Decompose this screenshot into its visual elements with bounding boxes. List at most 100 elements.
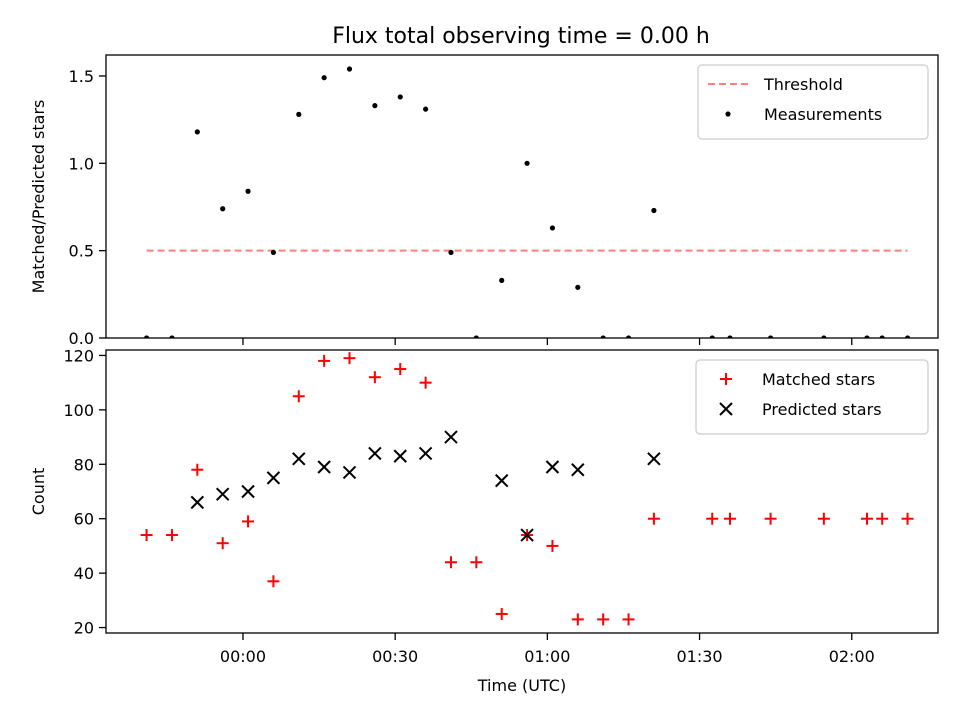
plot-area — [140, 352, 914, 626]
matched-star-point — [292, 390, 305, 403]
matched-star-point — [242, 515, 255, 528]
matched-star-point — [368, 371, 381, 384]
predicted-star-point — [317, 460, 331, 474]
matched-star-point — [419, 376, 432, 389]
y-tick-label: 0.0 — [69, 329, 94, 348]
marker-stroke — [495, 473, 509, 488]
predicted-star-point — [368, 446, 382, 461]
predicted-star-point — [342, 465, 357, 480]
matched-star-point — [470, 556, 483, 569]
measurement-point — [448, 249, 454, 256]
marker-stroke — [317, 460, 331, 474]
matched-star-point — [444, 556, 457, 569]
measurement-point — [423, 106, 429, 112]
matched-star-point — [817, 512, 830, 525]
marker-stroke — [393, 449, 407, 463]
predicted-star-point — [545, 460, 560, 474]
matched-star-point — [191, 463, 204, 476]
y-tick-label: 120 — [63, 346, 94, 365]
marker-stroke — [190, 495, 205, 510]
matched-star-point — [546, 539, 559, 552]
measurement-point — [524, 160, 530, 166]
y-tick-label: 20 — [74, 619, 94, 638]
measurement-point — [346, 66, 353, 72]
x-tick-label: 00:30 — [372, 647, 418, 666]
predicted-star-point — [495, 473, 509, 488]
marker-stroke — [545, 460, 560, 474]
measurement-point — [194, 129, 200, 135]
matched-star-point — [901, 512, 914, 525]
legend-measurements: Measurements — [725, 105, 882, 124]
x-tick-label: 00:00 — [220, 647, 266, 666]
matched-star-point — [495, 607, 508, 620]
measurement-point — [499, 277, 505, 283]
matched-star-point — [394, 363, 407, 376]
predicted-star-point — [520, 528, 534, 542]
legend-swatch — [719, 402, 733, 416]
marker-stroke — [368, 446, 382, 461]
y-tick-label: 40 — [74, 564, 94, 583]
matched-star-point — [706, 512, 719, 525]
x-tick-label: 01:30 — [677, 647, 723, 666]
measurement-point — [270, 249, 277, 256]
measurement-point — [220, 206, 226, 212]
measurement-point — [651, 207, 657, 214]
marker-stroke — [342, 465, 357, 480]
y-tick-label: 100 — [63, 401, 94, 420]
predicted-star-point — [190, 495, 205, 510]
plot-area — [143, 66, 911, 338]
y-tick-label: 1.0 — [69, 154, 94, 173]
matched-star-point — [860, 512, 873, 525]
predicted-star-point — [647, 452, 661, 466]
matched-star-point — [267, 575, 280, 588]
y-tick-label: 1.5 — [69, 67, 94, 86]
predicted-star-point — [241, 484, 255, 499]
marker-stroke — [444, 430, 458, 444]
matched-star-point — [724, 512, 736, 525]
marker-stroke — [266, 471, 281, 485]
x-axis-label: Time (UTC) — [477, 676, 566, 695]
marker-stroke — [520, 528, 534, 542]
marker-stroke — [292, 452, 306, 466]
marker-stroke — [215, 487, 230, 501]
predicted-star-point — [215, 487, 230, 501]
matched-star-point — [140, 529, 153, 542]
matched-star-point — [597, 613, 610, 626]
figure-title: Flux total observing time = 0.00 h — [332, 24, 710, 49]
matched-star-point — [216, 537, 229, 550]
marker-stroke — [418, 446, 433, 461]
legend-label: Predicted stars — [762, 400, 882, 419]
predicted-star-point — [571, 463, 585, 477]
y-tick-label: 0.5 — [69, 242, 94, 261]
legend-predicted-stars: Predicted stars — [719, 400, 882, 419]
legend-threshold: Threshold — [708, 75, 843, 94]
axes-frame — [105, 349, 939, 634]
marker-stroke — [647, 452, 661, 466]
y-axis-label: Matched/Predicted stars — [29, 100, 48, 294]
measurement-point — [372, 103, 378, 109]
matched-star-point — [764, 512, 777, 525]
marker-stroke — [571, 463, 585, 477]
measurement-point — [296, 111, 302, 117]
y-tick-label: 60 — [74, 510, 94, 529]
predicted-star-point — [444, 430, 458, 444]
measurement-point — [549, 225, 556, 231]
legend-box — [695, 359, 929, 435]
legend-box — [697, 64, 929, 140]
x-tick-label: 02:00 — [829, 647, 875, 666]
predicted-star-point — [418, 446, 433, 461]
legend-label: Matched stars — [762, 370, 875, 389]
marker-stroke — [241, 484, 255, 499]
matched-star-point — [343, 352, 356, 365]
count-panel: 20 40 60 80 100 120 00:00 00:30 01:00 01:30 02:00 C… — [29, 346, 939, 695]
predicted-star-point — [393, 449, 407, 463]
predicted-star-point — [266, 471, 281, 485]
matched-star-point — [622, 613, 635, 626]
y-axis-label: Count — [29, 468, 48, 516]
measurement-point — [321, 75, 327, 81]
y-tick-label: 80 — [74, 455, 94, 474]
measurement-point — [575, 284, 581, 290]
measurement-point — [245, 188, 251, 194]
ratio-panel: 0.0 0.5 1.0 1.5 Matched/Predicted stars Thres… — [29, 54, 939, 348]
